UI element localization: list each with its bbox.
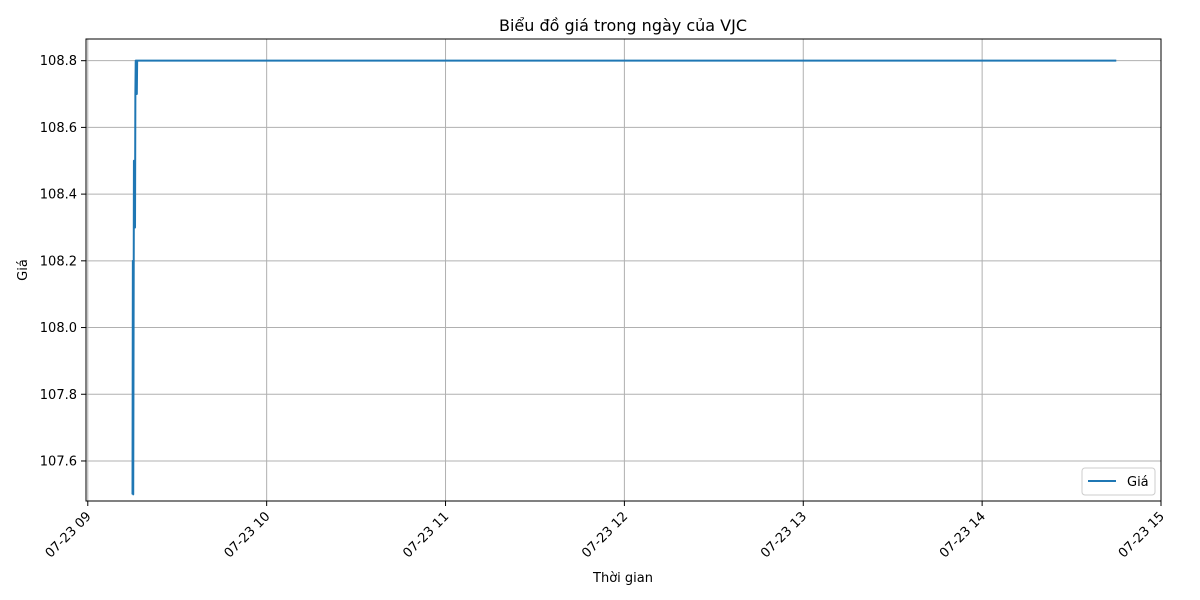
- legend-label-gia: Giá: [1127, 475, 1149, 490]
- series-line-gia: [131, 59, 1117, 496]
- y-tick-label: 107.6: [40, 454, 77, 469]
- x-tick-label: 07-23 09: [43, 509, 95, 561]
- x-tick-label: 07-23 11: [400, 509, 452, 561]
- x-tick-label: 07-23 15: [1116, 509, 1168, 561]
- y-axis-ticks: 107.6 107.8 108.0 108.2 108.4 108.6 108.8: [40, 54, 86, 469]
- x-tick-label: 07-23 12: [579, 509, 631, 561]
- x-axis-label: Thời gian: [592, 571, 653, 586]
- y-tick-label: 108.0: [40, 321, 77, 336]
- y-tick-label: 108.8: [40, 54, 77, 69]
- legend-box: [1081, 467, 1156, 496]
- y-tick-label: 107.8: [40, 388, 77, 403]
- x-tick-label: 07-23 10: [222, 509, 274, 561]
- y-tick-label: 108.2: [40, 254, 77, 269]
- chart-title: Biểu đồ giá trong ngày của VJC: [499, 16, 747, 35]
- x-tick-label: 07-23 14: [937, 509, 989, 561]
- legend: Giá: [1081, 467, 1156, 496]
- series-layer: [131, 59, 1117, 496]
- y-axis-label: Giá: [16, 259, 31, 281]
- grid-lines: [86, 39, 1162, 501]
- x-axis-ticks: 07-23 09 07-23 10 07-23 11 07-23 12 07-23 13…: [43, 501, 1168, 561]
- plot-frame: [85, 38, 1162, 502]
- y-tick-label: 108.4: [40, 188, 77, 203]
- x-tick-label: 07-23 13: [758, 509, 810, 561]
- y-tick-label: 108.6: [40, 121, 77, 136]
